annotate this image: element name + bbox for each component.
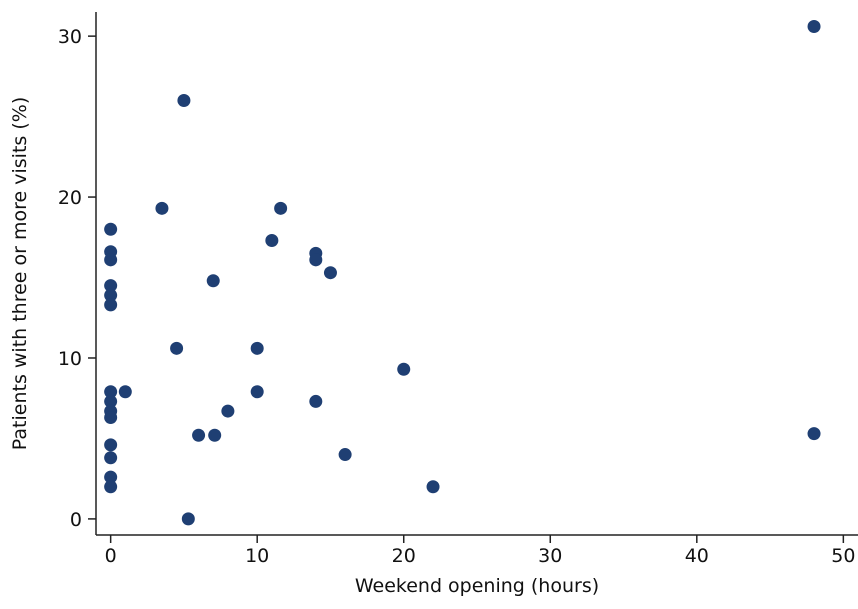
data-point: [104, 222, 118, 236]
data-point: [155, 201, 169, 215]
data-point: [104, 451, 118, 465]
x-tick-label: 10: [245, 545, 269, 567]
data-point: [265, 234, 279, 248]
data-point: [309, 253, 323, 267]
data-point: [104, 298, 118, 312]
data-point: [104, 288, 118, 302]
y-tick-label: 30: [58, 26, 82, 48]
data-point: [807, 19, 821, 33]
data-point: [274, 201, 288, 215]
data-point: [309, 394, 323, 408]
data-point: [104, 480, 118, 494]
data-point: [104, 411, 118, 425]
y-tick-label: 0: [70, 509, 82, 531]
data-point: [181, 512, 195, 526]
data-point: [170, 341, 184, 355]
data-point: [192, 428, 206, 442]
x-tick-label: 30: [538, 545, 562, 567]
data-point: [338, 448, 352, 462]
data-point: [208, 428, 222, 442]
data-point: [397, 362, 411, 376]
data-point: [104, 279, 118, 293]
data-point: [104, 470, 118, 484]
data-point: [104, 385, 118, 399]
data-point: [250, 385, 264, 399]
data-point: [118, 385, 132, 399]
x-axis-label: Weekend opening (hours): [355, 575, 599, 597]
data-point: [221, 404, 235, 418]
x-tick-label: 40: [685, 545, 709, 567]
data-point: [323, 266, 337, 280]
data-points: [104, 19, 821, 526]
data-point: [104, 394, 118, 408]
x-tick-label: 0: [105, 545, 117, 567]
data-point: [807, 427, 821, 441]
data-point: [206, 274, 220, 288]
axes: 0 10 20 30 40 50 0 10 20 30: [58, 12, 858, 567]
data-point: [104, 438, 118, 452]
y-tick-label: 20: [58, 187, 82, 209]
data-point: [426, 480, 440, 494]
data-point: [104, 253, 118, 267]
data-point: [250, 341, 264, 355]
x-tick-label: 20: [392, 545, 416, 567]
data-point: [177, 94, 191, 108]
y-tick-label: 10: [58, 348, 82, 370]
y-axis-label: Patients with three or more visits (%): [9, 97, 31, 450]
x-tick-label: 50: [831, 545, 855, 567]
